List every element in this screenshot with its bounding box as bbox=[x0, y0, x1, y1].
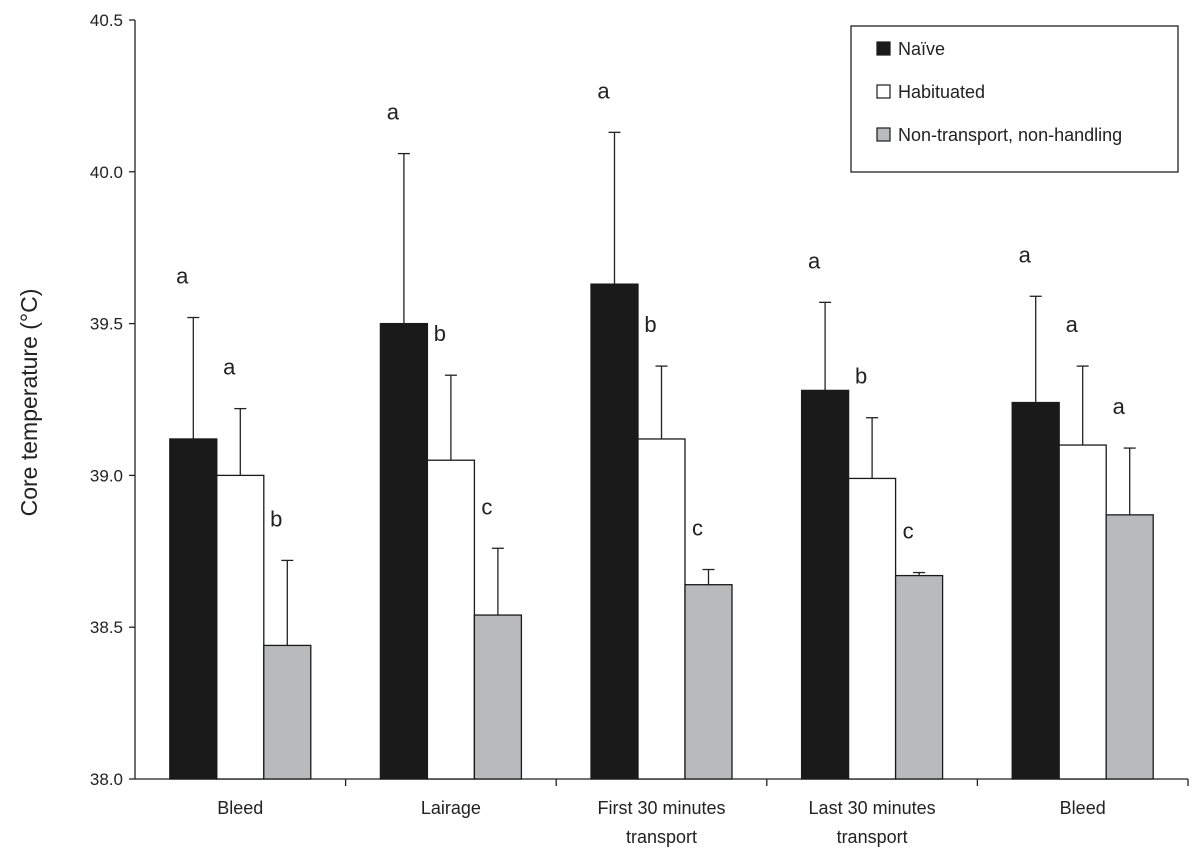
y-tick-label: 40.5 bbox=[90, 11, 123, 30]
x-tick-label: Lairage bbox=[421, 798, 481, 818]
y-tick-label: 38.0 bbox=[90, 770, 123, 789]
bar bbox=[1058, 444, 1107, 780]
x-tick-label: Bleed bbox=[217, 798, 263, 818]
significance-letter: a bbox=[808, 248, 821, 273]
y-tick-label: 39.5 bbox=[90, 315, 123, 334]
significance-letter: a bbox=[176, 264, 189, 289]
bar bbox=[590, 283, 639, 780]
bars bbox=[169, 131, 1154, 780]
bar bbox=[637, 438, 686, 780]
x-tick-label: Bleed bbox=[1060, 798, 1106, 818]
bar bbox=[263, 644, 312, 780]
legend-swatch bbox=[876, 127, 891, 142]
significance-letter: a bbox=[1113, 394, 1126, 419]
legend-swatch bbox=[876, 84, 891, 99]
bar bbox=[800, 389, 850, 780]
legend-box bbox=[850, 25, 1179, 173]
significance-letter: a bbox=[597, 78, 610, 103]
significance-letter: b bbox=[270, 506, 282, 531]
bar bbox=[1105, 514, 1154, 780]
bar bbox=[169, 438, 218, 780]
significance-letter: c bbox=[692, 516, 703, 541]
bar bbox=[473, 614, 523, 780]
bar bbox=[1011, 401, 1060, 780]
significance-letter: a bbox=[1066, 312, 1079, 337]
bar bbox=[684, 584, 733, 780]
significance-letter: b bbox=[434, 321, 446, 346]
significance-letter: b bbox=[644, 312, 656, 337]
labels: a a b a b c a b c a b c a a a bbox=[176, 78, 1125, 543]
legend-label: Non-transport, non-handling bbox=[898, 125, 1122, 145]
legend: Naïve Habituated Non-transport, non-handli… bbox=[850, 25, 1179, 173]
legend-swatch bbox=[876, 41, 891, 56]
significance-letter: c bbox=[903, 519, 914, 544]
bar bbox=[426, 459, 476, 780]
axes: 38.0 38.5 39.0 39.5 40.0 40.5 Core temperature… bbox=[16, 11, 1189, 847]
bar bbox=[847, 477, 897, 780]
bar bbox=[894, 574, 944, 780]
x-tick-label: First 30 minutes bbox=[597, 798, 725, 818]
legend-label: Naïve bbox=[898, 39, 945, 59]
x-tick-label: transport bbox=[837, 827, 908, 847]
significance-letter: c bbox=[481, 494, 492, 519]
x-tick-label: Last 30 minutes bbox=[809, 798, 936, 818]
significance-letter: a bbox=[1019, 242, 1032, 267]
legend-label: Habituated bbox=[898, 82, 985, 102]
y-axis-title: Core temperature (°C) bbox=[16, 289, 42, 517]
y-tick-label: 39.0 bbox=[90, 466, 123, 485]
significance-letter: a bbox=[387, 100, 400, 125]
significance-letter: b bbox=[855, 364, 867, 389]
y-tick-label: 40.0 bbox=[90, 163, 123, 182]
bar bbox=[216, 474, 265, 780]
bar bbox=[379, 322, 429, 780]
significance-letter: a bbox=[223, 355, 236, 380]
x-tick-label: transport bbox=[626, 827, 697, 847]
y-tick-label: 38.5 bbox=[90, 618, 123, 637]
